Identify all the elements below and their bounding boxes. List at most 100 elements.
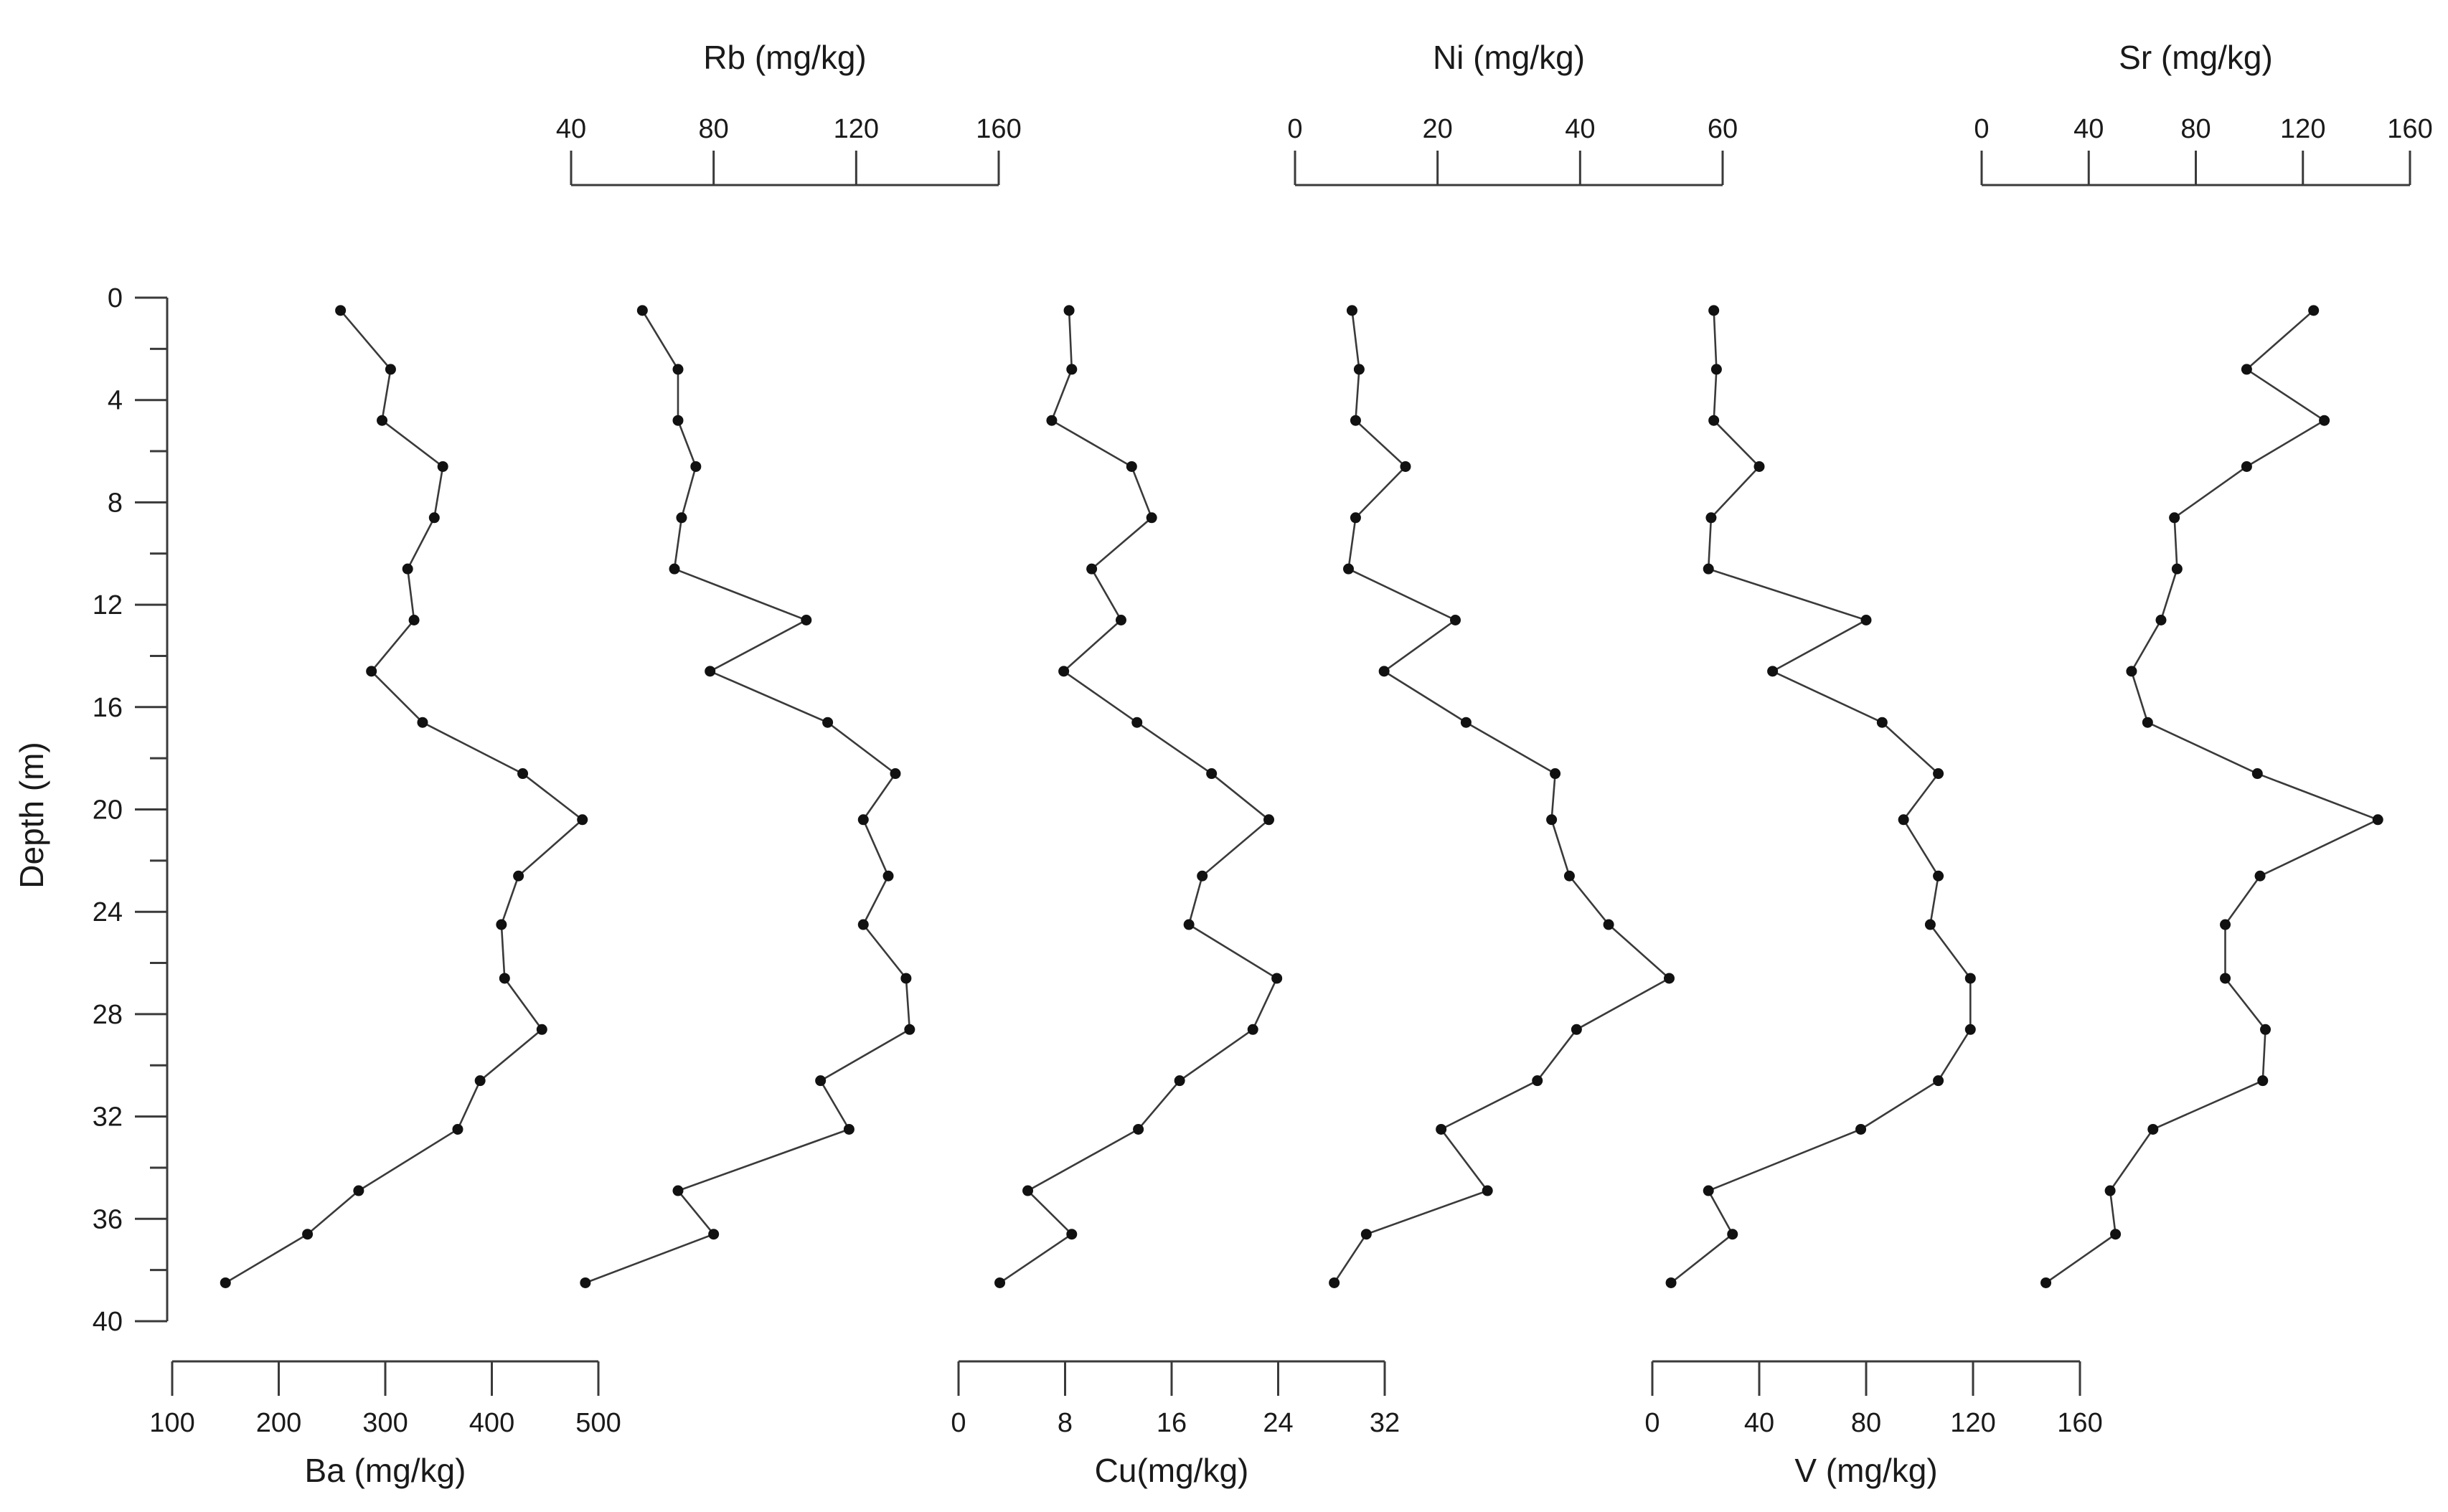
v-tick-label: 160 [2057,1408,2102,1438]
ni-data-point [1546,814,1558,826]
ba-axis-title: Ba (mg/kg) [305,1452,466,1489]
cu-data-point [1183,919,1195,930]
sr-data-point [2104,1185,2116,1196]
v-data-point [1876,717,1888,728]
sr-data-point [2169,512,2180,524]
ni-tick-label: 20 [1423,114,1453,144]
v-data-point [1933,768,1944,780]
v-data-point [1933,870,1944,882]
rb-data-point [636,305,648,316]
ba-data-point [452,1123,463,1135]
sr-data-point [2308,305,2320,316]
cu-data-point [1066,1229,1078,1240]
rb-data-point [690,460,702,472]
v-data-point [1964,1024,1976,1035]
sr-data-point [2241,460,2252,472]
sr-data-point [2171,563,2183,575]
ni-data-point [1482,1185,1493,1196]
rb-tick-label: 160 [976,114,1021,144]
sr-data-point [2260,1024,2272,1035]
v-tick-label: 120 [1950,1408,1995,1438]
cu-tick-label: 0 [951,1408,966,1438]
ba-data-point [385,364,396,375]
ni-data-point [1400,460,1411,472]
panel-v: 0 40 80 120 160 V (mg/kg) [1644,305,2103,1489]
ba-tick-label: 100 [149,1408,194,1438]
ba-data-point [353,1185,364,1196]
rb-data-point [857,814,869,826]
sr-tick-label: 120 [2280,114,2325,144]
cu-data-point [1063,305,1075,316]
ba-data-point [536,1024,547,1035]
sr-tick-label: 0 [1974,114,1989,144]
ni-tick-label: 0 [1287,114,1302,144]
ni-data-point [1563,870,1575,882]
sr-data-point [2142,717,2153,728]
rb-data-point [801,615,812,626]
rb-data-point [672,364,684,375]
panel-ba: 100 200 300 400 500 Ba (mg/kg) [149,305,621,1489]
sr-data-point [2220,973,2231,984]
v-data-point [1933,1075,1944,1087]
ba-data-point [302,1229,314,1240]
v-data-point [1753,460,1765,472]
rb-data-point [904,1024,915,1035]
v-data-point [1703,1185,1714,1196]
ba-data-point [474,1075,486,1087]
ba-data-point [335,305,347,316]
depth-tick-label: 24 [93,897,123,927]
ba-profile-line [225,309,584,1284]
ni-axis-title: Ni (mg/kg) [1433,39,1585,76]
sr-tick-label: 40 [2073,114,2104,144]
v-data-point [1665,1277,1677,1288]
cu-tick-label: 24 [1263,1408,1293,1438]
rb-data-point [708,1229,720,1240]
sr-data-point [2254,870,2266,882]
depth-tick-label: 28 [93,1000,123,1030]
depth-tick-label: 40 [93,1307,123,1337]
ni-data-point [1450,615,1461,626]
ni-data-point [1436,1123,1447,1135]
ba-data-point [437,460,448,472]
rb-axis-title: Rb (mg/kg) [703,39,866,76]
ba-data-point [417,717,428,728]
v-data-point [1767,666,1779,677]
cu-data-point [1131,717,1143,728]
rb-data-point [676,512,687,524]
ni-data-point [1353,364,1365,375]
v-profile-line [1670,310,1972,1284]
sr-profile-line [2045,309,2381,1284]
sr-data-point [2257,1075,2269,1087]
depth-tick-label: 0 [108,283,123,313]
ni-data-point [1343,563,1354,575]
cu-data-point [1022,1185,1034,1196]
ni-data-point [1571,1024,1582,1035]
ba-tick-label: 200 [256,1408,301,1438]
cu-data-point [1058,666,1070,677]
v-data-point [1710,364,1722,375]
v-data-point [1703,563,1714,575]
depth-tick-label: 8 [108,488,123,518]
cu-data-point [1086,563,1098,575]
cu-data-point [1206,768,1218,780]
depth-tick-label: 4 [108,386,123,416]
ba-data-point [499,973,510,984]
ni-data-point [1603,919,1614,930]
cu-data-point [1066,364,1078,375]
ni-data-point [1378,666,1390,677]
cu-data-point [1046,415,1058,426]
rb-data-point [672,415,684,426]
cu-data-point [1263,814,1275,826]
cu-data-point [1115,615,1126,626]
ba-data-point [496,919,507,930]
ni-profile-line [1333,310,1671,1284]
rb-data-point [580,1277,591,1288]
sr-data-point [2155,615,2167,626]
v-data-point [1924,919,1936,930]
ni-data-point [1329,1277,1340,1288]
rb-data-point [890,768,901,780]
ba-tick-label: 500 [575,1408,621,1438]
rb-tick-label: 80 [699,114,729,144]
rb-profile-line [585,310,911,1284]
